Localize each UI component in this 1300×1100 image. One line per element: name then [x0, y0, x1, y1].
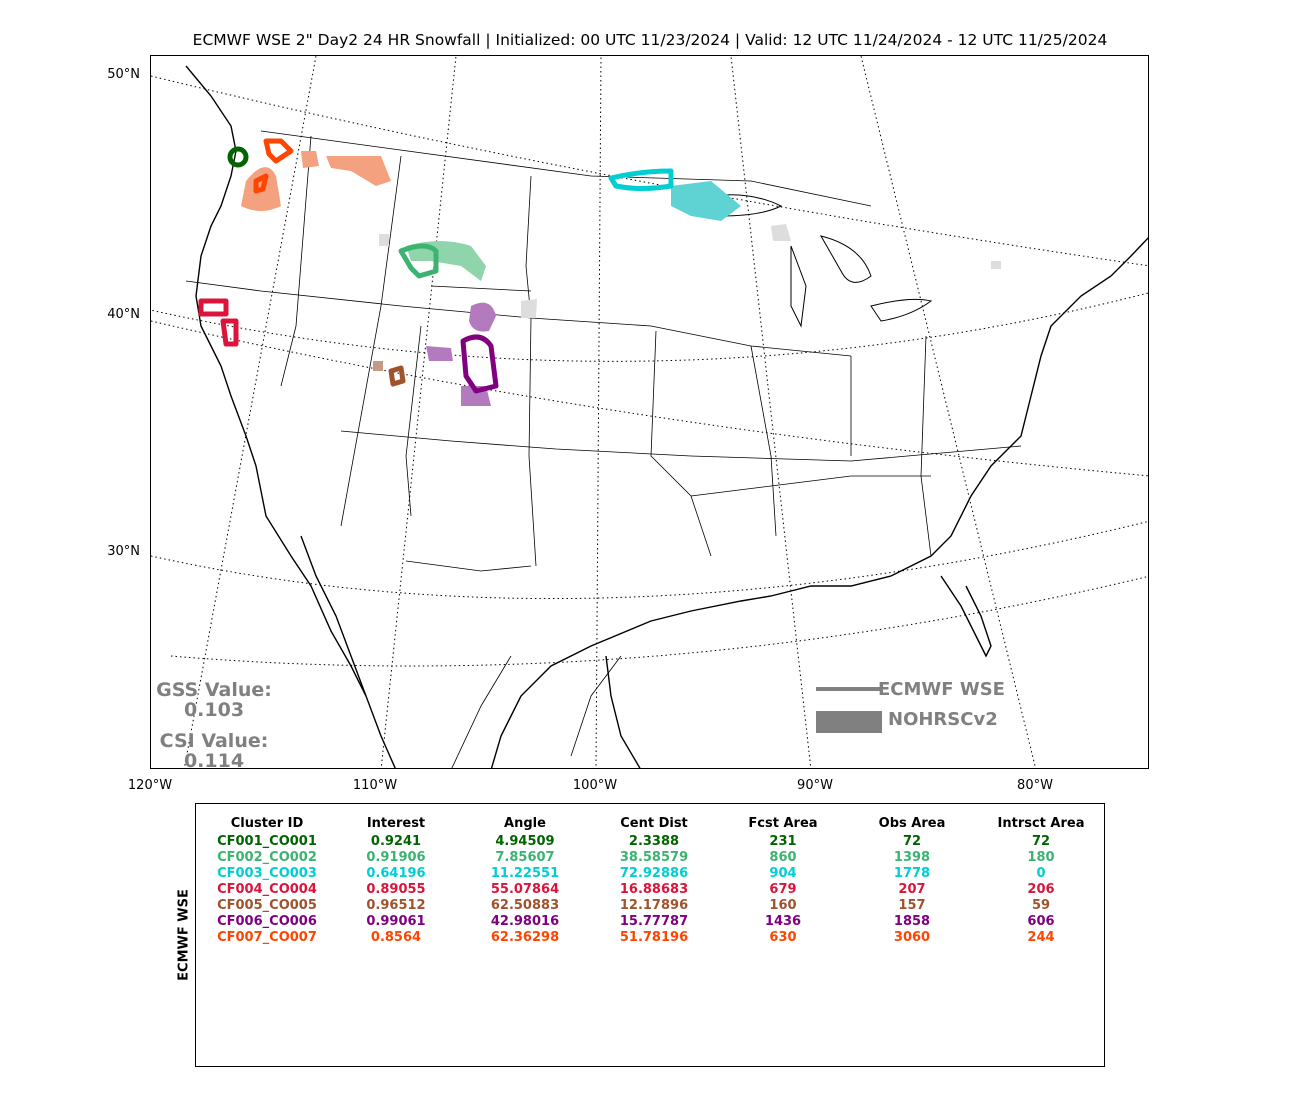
legend-swatches	[816, 687, 882, 733]
table-cell: CF006_CO006	[217, 914, 317, 929]
lat-label-30n: 30°N	[107, 544, 140, 559]
table-cell: 160	[769, 898, 797, 913]
table-cell: 72.92886	[619, 866, 689, 881]
table-cell: 207	[898, 882, 926, 897]
table-cell: 42.98016	[490, 914, 560, 929]
header-cluster-id: Cluster ID	[230, 816, 304, 831]
snowfall-map	[151, 56, 1148, 768]
table-cell: 11.22551	[490, 866, 560, 881]
legend-observed-label: NOHRSCv2	[888, 709, 998, 730]
graticule	[151, 56, 1148, 768]
coastline	[185, 65, 1148, 768]
header-interest: Interest	[366, 816, 426, 831]
table-cell: 860	[769, 850, 797, 865]
table-cell: 0.9241	[370, 834, 422, 849]
table-cell: 244	[1027, 930, 1055, 945]
legend-forecast-label: ECMWF WSE	[878, 679, 1005, 700]
table-cell: 606	[1027, 914, 1055, 929]
table-cell: 1858	[893, 914, 931, 929]
table-cell: 0.8564	[370, 930, 422, 945]
lon-label-120w: 120°W	[127, 778, 173, 793]
table-cell: 0.96512	[366, 898, 426, 913]
csi-label: CSI Value:	[159, 730, 269, 752]
table-cell: CF005_CO005	[217, 898, 317, 913]
table-cell: 679	[769, 882, 797, 897]
table-cell: 231	[769, 834, 797, 849]
table-cell: 630	[769, 930, 797, 945]
table-cell: 62.36298	[490, 930, 560, 945]
table-cell: 12.17896	[619, 898, 689, 913]
table-cell: CF007_CO007	[217, 930, 317, 945]
table-cell: 0.91906	[366, 850, 426, 865]
table-cell: CF004_CO004	[217, 882, 317, 897]
table-cell: 2.3388	[628, 834, 680, 849]
forecast-line-swatch	[816, 687, 881, 691]
table-cell: 1436	[764, 914, 802, 929]
plot-title: ECMWF WSE 2" Day2 24 HR Snowfall | Initi…	[192, 31, 1108, 49]
table-cell: 1398	[893, 850, 931, 865]
cluster-stats-table	[195, 803, 1105, 1067]
table-cell: 59	[1031, 898, 1051, 913]
map-panel	[150, 55, 1149, 769]
lon-label-110w: 110°W	[352, 778, 398, 793]
table-cell: 4.94509	[495, 834, 555, 849]
table-cell: 1778	[893, 866, 931, 881]
observed-fill-swatch	[816, 711, 882, 733]
table-cell: 15.77787	[619, 914, 689, 929]
csi-value: 0.114	[183, 750, 245, 772]
great-lakes	[710, 194, 933, 328]
table-cell: 0	[1036, 866, 1046, 881]
table-cell: 0.89055	[366, 882, 426, 897]
table-cell: 180	[1027, 850, 1055, 865]
forecast-snow-outlines	[198, 138, 674, 394]
header-intrsct-area: Intrsct Area	[997, 816, 1085, 831]
gss-label: GSS Value:	[156, 679, 272, 701]
header-fcst-area: Fcst Area	[748, 816, 818, 831]
gss-value: 0.103	[183, 699, 245, 721]
table-cell: CF003_CO003	[217, 866, 317, 881]
table-cell: 55.07864	[490, 882, 560, 897]
lon-label-90w: 90°W	[797, 778, 833, 793]
header-angle: Angle	[504, 816, 546, 831]
lon-label-80w: 80°W	[1017, 778, 1053, 793]
header-obs-area: Obs Area	[878, 816, 946, 831]
lat-label-50n: 50°N	[107, 67, 140, 82]
table-cell: 0.64196	[366, 866, 426, 881]
lon-label-100w: 100°W	[572, 778, 618, 793]
table-cell: 157	[898, 898, 926, 913]
table-cell: 72	[902, 834, 922, 849]
table-cell: 904	[769, 866, 797, 881]
header-cent-dist: Cent Dist	[620, 816, 688, 831]
table-cell: CF001_CO001	[217, 834, 317, 849]
table-cell: CF002_CO002	[217, 850, 317, 865]
table-cell: 16.88683	[619, 882, 689, 897]
table-cell: 38.58579	[619, 850, 689, 865]
table-cell: 72	[1031, 834, 1051, 849]
table-cell: 3060	[893, 930, 931, 945]
table-cell: 206	[1027, 882, 1055, 897]
table-cell: 51.78196	[619, 930, 689, 945]
table-cell: 7.85607	[495, 850, 555, 865]
lat-label-40n: 40°N	[107, 307, 140, 322]
state-boundaries	[185, 130, 1022, 768]
table-cell: 62.50883	[490, 898, 560, 913]
table-cell: 0.99061	[366, 914, 426, 929]
